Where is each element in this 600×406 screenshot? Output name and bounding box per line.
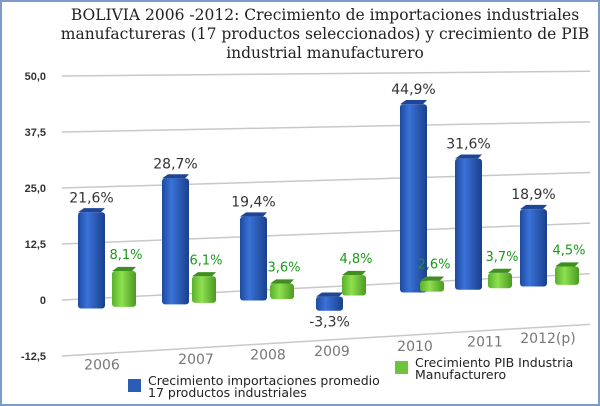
- x-tick-label: 2010: [397, 339, 433, 355]
- data-label-imports: -3,3%: [309, 315, 350, 331]
- bar-imports: [400, 100, 427, 293]
- y-tick-label: 0: [40, 295, 46, 307]
- data-label-pib: 3,7%: [485, 250, 518, 265]
- x-tick-label: 2007: [178, 352, 214, 368]
- bars: [78, 100, 579, 311]
- data-label-imports: 31,6%: [446, 137, 490, 153]
- legend-swatch-pib: [395, 361, 408, 374]
- legend-label-pib-line-1: Crecimiento PIB Industria: [415, 355, 574, 370]
- legend-label-pib-line-2: Manufacturero: [415, 367, 507, 382]
- data-label-pib: 6,1%: [189, 253, 222, 268]
- legend-swatch-imports: [128, 379, 141, 392]
- chart-title: BOLIVIA 2006 -2012: Crecimiento de impor…: [60, 6, 590, 63]
- x-tick-label: 2012(p): [520, 331, 575, 347]
- bar-pib: [192, 272, 216, 303]
- x-tick-label: 2008: [250, 348, 286, 364]
- legend-imports: Crecimiento importaciones promedio 17 pr…: [128, 374, 380, 403]
- bar-pib: [420, 276, 444, 292]
- data-label-pib: 4,5%: [552, 244, 585, 259]
- bar-imports: [520, 204, 547, 287]
- chart-title-line-2: manufactureras (17 productos seleccionad…: [60, 25, 590, 43]
- y-tick-label: 37,5: [25, 127, 46, 139]
- bar-imports: [162, 174, 189, 305]
- bar-pib: [342, 270, 366, 296]
- y-axis: 50,0 37,5 25,0 12,5 0 -12,5: [21, 71, 46, 363]
- data-label-imports: 44,9%: [391, 82, 435, 98]
- bar-pib: [270, 279, 294, 300]
- gridline: [61, 323, 591, 357]
- y-tick-label: 50,0: [25, 71, 46, 83]
- data-label-imports: 21,6%: [69, 190, 113, 206]
- x-axis: 2006 2007 2008 2009 2010 2011 2012(p): [84, 331, 576, 374]
- y-tick-label: 12,5: [25, 239, 46, 251]
- y-tick-label: 25,0: [25, 183, 46, 195]
- legend-label-imports-line-1: Crecimiento importaciones promedio: [148, 373, 380, 388]
- gridline: [61, 121, 591, 133]
- legend-pib: Crecimiento PIB Industria Manufacturero: [395, 355, 595, 385]
- data-label-imports: 19,4%: [231, 195, 275, 211]
- data-label-pib: 4,8%: [339, 252, 372, 267]
- gridline: [61, 171, 591, 189]
- data-label-pib: 2,6%: [417, 258, 450, 273]
- x-tick-label: 2009: [314, 344, 350, 360]
- data-label-pib: 3,6%: [267, 261, 300, 276]
- data-label-imports: 28,7%: [153, 156, 197, 172]
- chart-title-line-1: BOLIVIA 2006 -2012: Crecimiento de impor…: [70, 6, 580, 24]
- gridlines: [61, 70, 591, 357]
- chart-title-line-3: industrial manufacturero: [226, 44, 424, 62]
- legend-label-imports-line-2: 17 productos industriales: [148, 385, 307, 400]
- data-label-pib: 8,1%: [109, 248, 142, 263]
- gridline: [61, 70, 591, 77]
- bar-pib: [555, 262, 579, 285]
- bar-pib: [488, 268, 512, 289]
- bar-pib: [112, 266, 136, 307]
- gridline: [61, 222, 591, 245]
- data-label-imports: 18,9%: [511, 187, 555, 203]
- y-tick-label: -12,5: [21, 351, 46, 363]
- data-labels: 21,6% 8,1% 28,7% 6,1% 19,4% 3,6% -3,3% 4,8% 44,9…: [69, 82, 585, 331]
- bar-imports: [240, 212, 267, 301]
- bar-imports: [78, 208, 105, 309]
- bar-imports: [316, 292, 343, 311]
- x-tick-label: 2006: [84, 358, 120, 374]
- bar-imports: [455, 154, 482, 290]
- x-tick-label: 2011: [467, 335, 503, 351]
